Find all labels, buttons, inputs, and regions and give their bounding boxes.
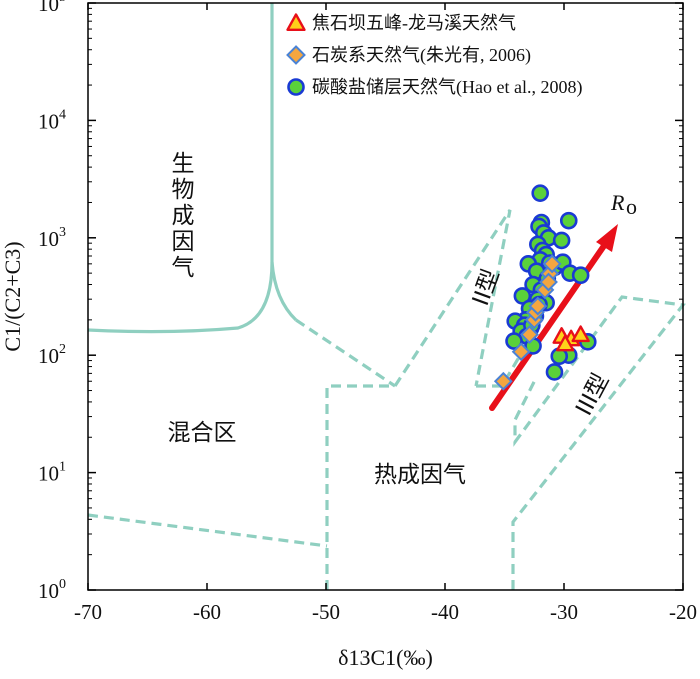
series-2-point-0	[531, 184, 550, 202]
x-axis-title: δ13C1(‰)	[338, 645, 433, 670]
y-tick-label-5: 105	[38, 0, 66, 16]
series-0-point-3	[555, 334, 575, 352]
series-1-point-9	[539, 272, 558, 292]
data-points	[493, 184, 597, 391]
ro-arrow-head	[596, 224, 618, 252]
series-2-point-16	[571, 266, 590, 285]
boundary-curve-line	[270, 261, 298, 322]
axis-ticks: -70 -60 -50 -40 -30 -20 100 101 102 103 104 105	[38, 0, 697, 624]
axes-frame	[87, 2, 684, 591]
biogenic-boundary-line	[87, 3, 274, 334]
legend-label-2: 碳酸盐储层天然气(Hao et al., 2008)	[312, 77, 582, 98]
y-tick-label-1: 101	[38, 460, 66, 486]
series-1-point-0	[493, 371, 513, 391]
series-1-point-1	[511, 342, 531, 362]
thermogenic-boundary-line	[325, 384, 395, 590]
y-tick-label-4: 104	[38, 107, 66, 133]
type2-boundary-line	[393, 209, 512, 387]
series-2-point-38	[545, 363, 564, 381]
legend-marker-0	[286, 13, 306, 31]
type3-label: III型	[571, 369, 614, 419]
x-tick-label-0: -70	[74, 600, 102, 624]
ro-label: R	[610, 190, 625, 215]
x-tick-label-3: -40	[431, 600, 459, 624]
biogenic-label-char: 气	[172, 255, 195, 281]
y-axis-title: C1/(C2+C3)	[0, 241, 25, 351]
plot-frame	[87, 2, 684, 591]
legend-marker-2	[287, 78, 305, 96]
biogenic-label-char: 成	[172, 203, 195, 229]
series-1-point-5	[528, 296, 548, 316]
biogenic-label-char: 物	[172, 177, 195, 203]
legend-label-0: 焦石坝五峰-龙马溪天然气	[312, 13, 516, 33]
series-1-point-8	[542, 254, 562, 274]
type3-boundary-line	[511, 295, 686, 590]
series-2-point-5	[559, 211, 578, 230]
legend-label-1: 石炭系天然气(朱光有, 2006)	[312, 45, 531, 66]
legend-marker-1	[286, 45, 306, 65]
mixed-lower-boundary-line	[87, 513, 328, 548]
x-tick-label-1: -60	[193, 600, 221, 624]
y-tick-label-2: 102	[38, 342, 66, 368]
y-tick-label-0: 100	[38, 577, 66, 603]
biogenic-label-char: 生	[172, 151, 195, 177]
series-2-point-33	[505, 332, 523, 350]
mixed-upper-boundary-line	[295, 318, 396, 388]
ro-label-subscript: o	[626, 194, 637, 219]
x-tick-label-2: -50	[312, 600, 340, 624]
y-tick-label-3: 103	[38, 225, 66, 251]
series-2-point-6	[552, 231, 571, 250]
thermogenic-label: 热成因气	[374, 462, 466, 488]
x-tick-label-4: -30	[550, 600, 578, 624]
mixed-zone-label: 混合区	[168, 420, 237, 446]
series-0-point-2	[571, 325, 590, 343]
biogenic-label-char: 因	[172, 229, 195, 255]
series-1-point-2	[520, 325, 539, 344]
region-boundaries	[87, 3, 686, 590]
x-tick-label-5: -20	[669, 600, 697, 624]
